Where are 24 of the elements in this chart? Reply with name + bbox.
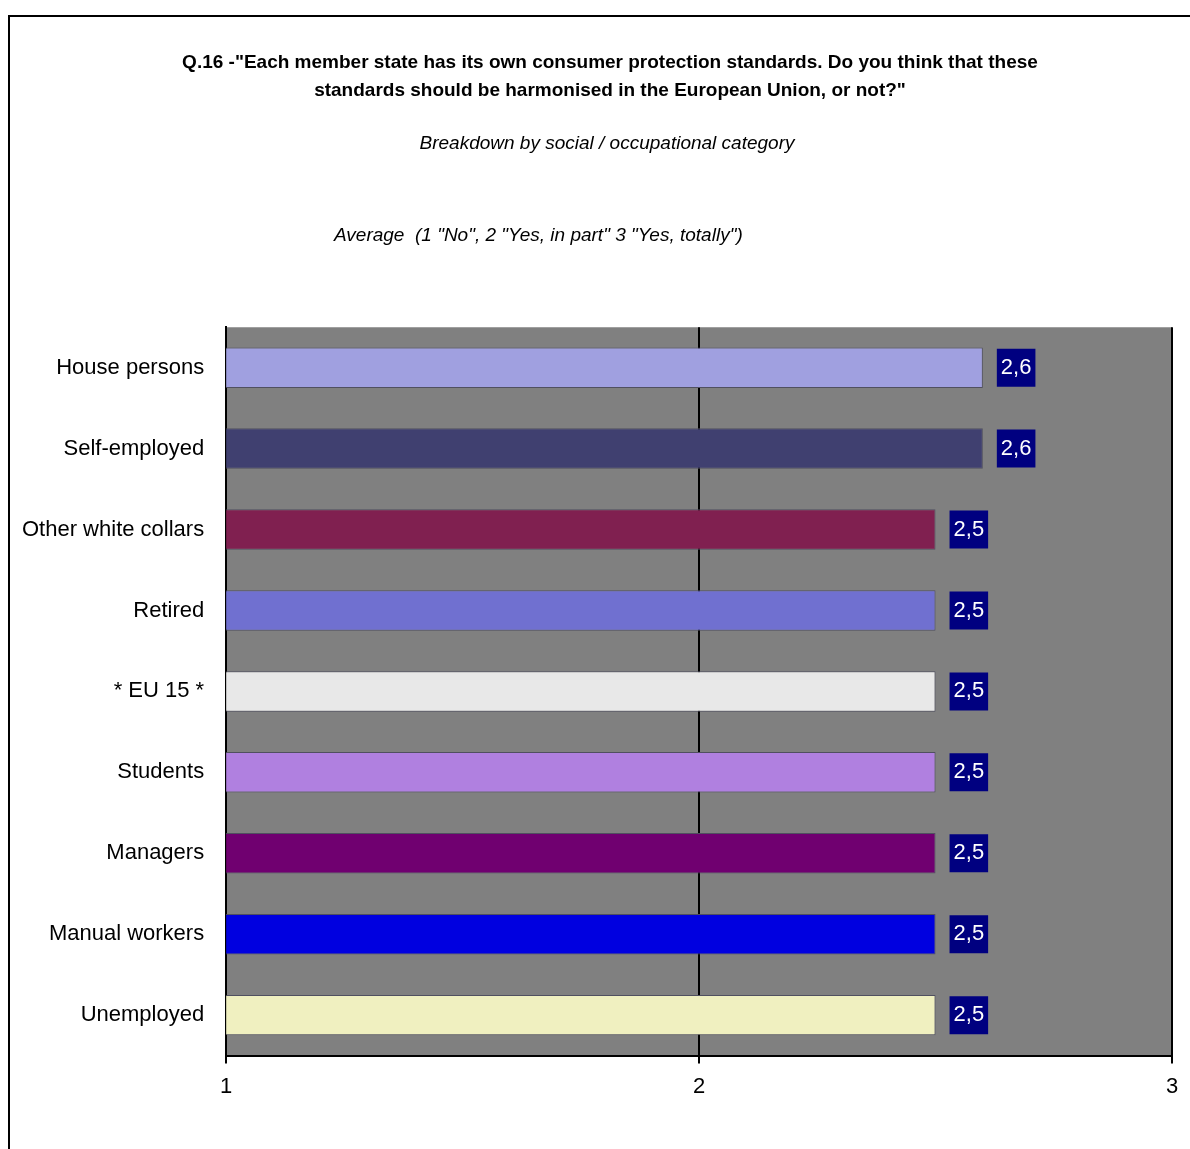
data-label: 2,5 [953,515,985,541]
y-tick-label: Self-employed [63,434,205,460]
chart-title: Q.16 -"Each member state has its own consumer protection standards. Do you think that these standards should be harmonised in the European Union, or not?" [181,50,1039,102]
y-tick-label: Students [117,758,205,784]
y-tick-label: Other white collars [21,515,205,541]
data-label: 2,5 [953,839,985,865]
y-tick-label: Retired [133,596,205,622]
x-tick-label: 1 [220,1072,233,1098]
data-label: 2,5 [953,1001,985,1027]
y-tick-label: Unemployed [80,1001,205,1027]
data-label: 2,5 [953,596,985,622]
data-label: 2,5 [953,758,985,784]
chart-subtitle: Breakdown by social / occupational category [418,132,797,154]
data-label: 2,6 [1000,434,1032,460]
y-tick-label: Managers [106,839,205,865]
data-label: 2,6 [1000,353,1032,379]
x-tick-label: 3 [1165,1072,1179,1098]
data-label: 2,5 [953,677,985,703]
x-tick-label: 2 [692,1072,706,1098]
y-tick-label: House persons [56,353,205,379]
data-label: 2,5 [953,920,985,946]
y-tick-label: Manual workers [48,920,205,946]
y-tick-label: * EU 15 * [113,677,205,703]
text: Average (1 "No", 2 "Yes, in part" 3 "Yes, totally") [334,224,743,246]
